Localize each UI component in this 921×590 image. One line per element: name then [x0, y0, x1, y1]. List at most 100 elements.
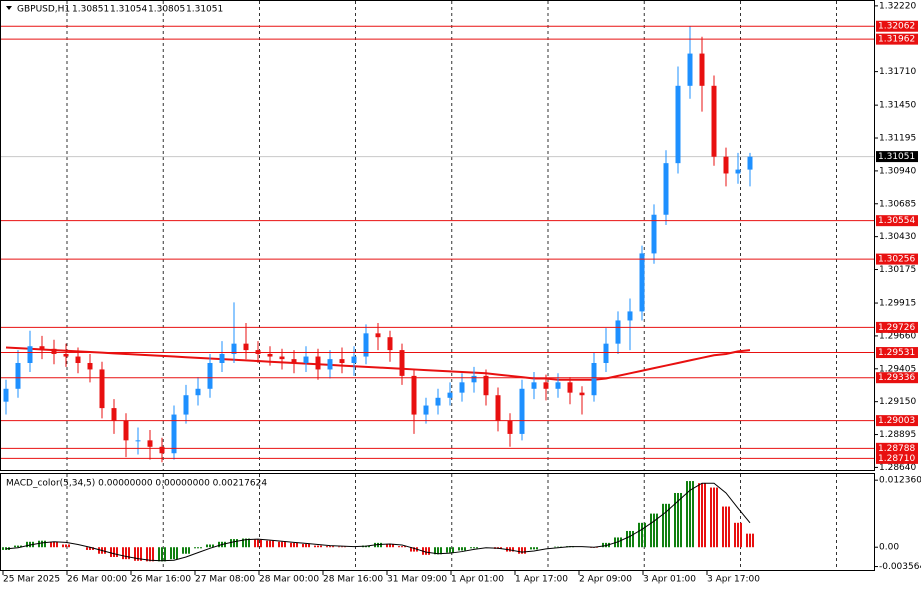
- y-tick-label: 1.29150: [879, 397, 916, 407]
- candle-body: [75, 356, 81, 363]
- level-label: 1.32062: [878, 22, 915, 32]
- x-tick-label: 28 Mar 16:00: [323, 575, 383, 585]
- candle-body: [243, 343, 249, 351]
- level-label-box: [876, 452, 918, 464]
- candle-body: [591, 362, 597, 396]
- candle-body: [435, 397, 441, 406]
- candle-body: [711, 85, 717, 157]
- candle-body: [303, 356, 309, 363]
- candle-body: [27, 346, 33, 363]
- candle-body: [687, 53, 693, 86]
- level-label: 1.29726: [878, 323, 915, 333]
- level-label: 1.29336: [878, 373, 915, 383]
- y-tick-label: 1.29660: [879, 331, 916, 341]
- x-tick-label: 28 Mar 00:00: [259, 575, 319, 585]
- candle-body: [255, 350, 261, 354]
- candle-body: [219, 353, 225, 363]
- candle-body: [543, 382, 549, 389]
- x-tick-label: 27 Mar 08:00: [195, 575, 255, 585]
- candle-body: [339, 359, 345, 363]
- level-label-box: [876, 253, 918, 265]
- x-tick-label: 25 Mar 2025: [3, 575, 60, 585]
- menu-arrow[interactable]: [6, 6, 12, 10]
- header-value: 1.30805: [148, 5, 185, 15]
- level-label: 1.31962: [878, 35, 915, 45]
- x-tick-label: 1 Apr 17:00: [515, 575, 568, 585]
- y-tick-label: 1.30685: [879, 199, 916, 209]
- candle-body: [279, 356, 285, 360]
- candle-body: [399, 350, 405, 376]
- candle-body: [531, 382, 537, 389]
- candle-body: [99, 369, 105, 409]
- candle-body: [51, 348, 57, 354]
- level-label: 1.30256: [878, 255, 915, 265]
- candle-body: [423, 405, 429, 415]
- candle-body: [483, 375, 489, 396]
- level-label-box: [876, 20, 918, 32]
- candle-body: [171, 414, 177, 454]
- candle-body: [651, 214, 657, 254]
- candle-body: [507, 421, 513, 434]
- candle-body: [459, 382, 465, 393]
- candle-body: [387, 337, 393, 351]
- candle-body: [747, 156, 753, 170]
- candle-body: [627, 311, 633, 321]
- candle-body: [495, 395, 501, 422]
- level-label: 1.30554: [878, 216, 915, 226]
- y-tick-label: 1.30430: [879, 232, 916, 242]
- x-tick-label: 1 Apr 01:00: [451, 575, 504, 585]
- y-tick-label: 1.31450: [879, 101, 916, 111]
- candle-body: [3, 388, 9, 402]
- y-tick-label: 1.28640: [879, 463, 916, 473]
- candle-body: [39, 346, 45, 349]
- candle-body: [327, 359, 333, 370]
- signal-line: [5, 482, 751, 562]
- candle-body: [135, 440, 141, 442]
- level-label-box: [876, 33, 918, 45]
- level-label-box: [876, 215, 918, 227]
- header-value: 1.31054: [110, 5, 147, 15]
- candle-body: [315, 356, 321, 370]
- macd-label: MACD_color(5,34,5) 0.00000000 0.00000000…: [6, 479, 267, 489]
- candle-body: [447, 392, 453, 398]
- y-tick-label: 1.31195: [879, 134, 916, 144]
- level-label-box: [876, 347, 918, 359]
- candle-body: [579, 392, 585, 396]
- x-tick-label: 2 Apr 09:00: [579, 575, 632, 585]
- candle-body: [555, 382, 561, 389]
- level-label: 1.28710: [878, 454, 915, 464]
- symbol: GBPUSD,H1: [17, 5, 70, 15]
- candle-body: [567, 382, 573, 393]
- x-tick-label: 31 Mar 09:00: [387, 575, 447, 585]
- candle-body: [519, 388, 525, 434]
- candle-body: [63, 353, 69, 357]
- y-tick-label: 1.29915: [879, 299, 916, 309]
- candle-body: [663, 163, 669, 215]
- candle-body: [639, 253, 645, 312]
- candle-body: [723, 156, 729, 174]
- candle-body: [147, 440, 153, 447]
- candle-body: [123, 421, 129, 441]
- level-label-box: [876, 372, 918, 384]
- candle-body: [267, 353, 273, 357]
- candle-body: [735, 169, 741, 174]
- level-label: 1.28788: [878, 444, 915, 454]
- header-value: 1.31051: [186, 5, 223, 15]
- candle-body: [291, 359, 297, 363]
- x-tick-label: 26 Mar 16:00: [131, 575, 191, 585]
- x-tick-label: 3 Apr 17:00: [707, 575, 760, 585]
- moving-average: [5, 346, 751, 381]
- y-tick-label: 1.32220: [879, 1, 916, 11]
- candle-body: [615, 320, 621, 344]
- y-tick-label: 1.30940: [879, 166, 916, 176]
- level-label-box: [876, 321, 918, 333]
- candle-body: [363, 333, 369, 357]
- x-tick-label: 3 Apr 01:00: [643, 575, 696, 585]
- candle-body: [375, 333, 381, 338]
- y-tick-label: 1.28895: [879, 430, 916, 440]
- candle-body: [603, 343, 609, 363]
- y-tick-label: 1.31710: [879, 67, 916, 77]
- candle-body: [411, 375, 417, 415]
- level-label: 1.29531: [878, 348, 915, 358]
